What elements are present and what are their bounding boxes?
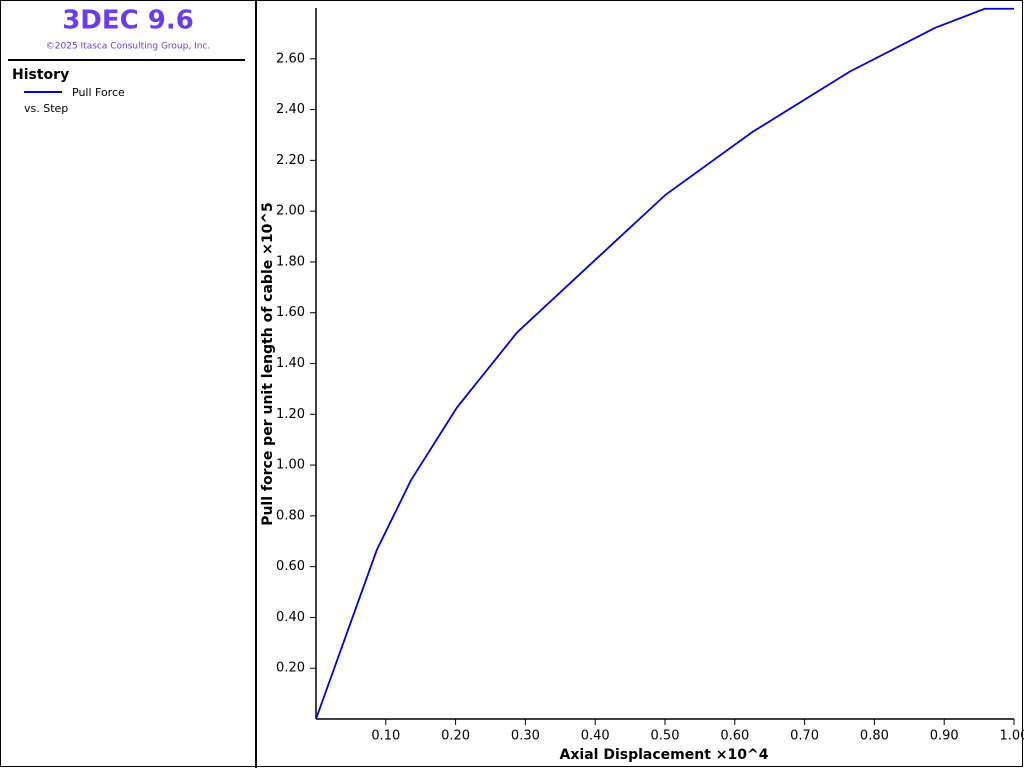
y-tick-label: 1.20 [276, 407, 305, 422]
x-tick-label: 1.00 [1000, 729, 1024, 744]
y-tick-label: 0.80 [276, 508, 305, 523]
y-tick-label: 1.60 [276, 305, 305, 320]
y-tick-label: 0.20 [276, 661, 305, 676]
x-tick-label: 0.20 [441, 729, 470, 744]
legend-x-caption: vs. Step [24, 102, 68, 115]
x-tick-label: 0.70 [790, 729, 819, 744]
y-tick-label: 0.40 [276, 610, 305, 625]
y-tick-label: 1.00 [276, 458, 305, 473]
legend-title: History [12, 67, 69, 83]
x-tick-label: 0.10 [371, 729, 400, 744]
y-tick-label: 1.40 [276, 356, 305, 371]
y-tick-label: 2.00 [276, 204, 305, 219]
y-tick-label: 1.80 [276, 254, 305, 269]
x-tick-label: 0.60 [720, 729, 749, 744]
y-tick-label: 0.60 [276, 559, 305, 574]
copyright: ©2025 Itasca Consulting Group, Inc. [46, 42, 210, 52]
y-axis-label: Pull force per unit length of cable ×10^… [260, 202, 276, 526]
x-tick-label: 0.50 [651, 729, 680, 744]
y-tick-label: 2.40 [276, 102, 305, 117]
x-tick-label: 0.30 [511, 729, 540, 744]
y-tick-label: 2.20 [276, 153, 305, 168]
y-tick-label: 2.60 [276, 51, 305, 66]
app-title: 3DEC 9.6 [62, 6, 194, 36]
x-axis-label: Axial Displacement ×10^4 [560, 747, 769, 763]
legend-label: Pull Force [72, 86, 125, 99]
x-tick-label: 0.40 [581, 729, 610, 744]
data-line [315, 7, 1014, 720]
x-tick-label: 0.90 [930, 729, 959, 744]
x-tick-label: 0.80 [860, 729, 889, 744]
